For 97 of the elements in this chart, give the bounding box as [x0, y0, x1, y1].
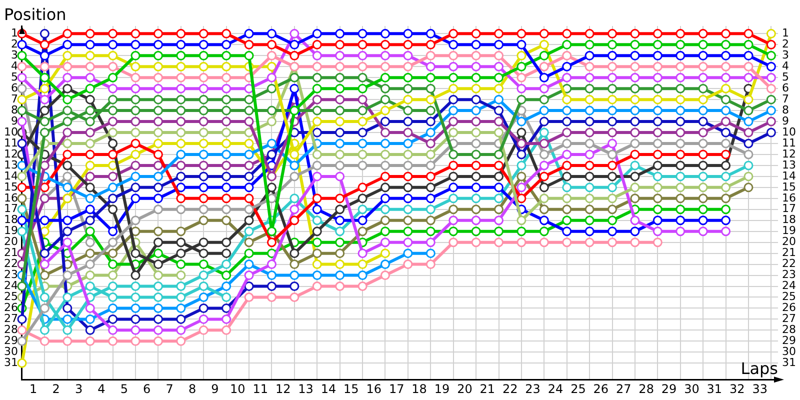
x-tick-label: 3 — [74, 382, 83, 396]
y-tick-label: 11 — [4, 136, 18, 150]
x-tick-label: 16 — [366, 382, 382, 396]
x-tick-label: 32 — [729, 382, 745, 396]
y-tick-label: 1 — [10, 26, 18, 40]
x-tick-label: 13 — [298, 382, 314, 396]
x-tick-label: 1 — [30, 382, 38, 396]
y2-tick-label: 10 — [782, 125, 796, 138]
x-tick-label: 30 — [684, 382, 700, 396]
y-tick-label: 6 — [10, 81, 18, 94]
y-tick-label: 25 — [4, 290, 18, 304]
x-tick-label: 31 — [706, 382, 722, 396]
x-tick-label: 21 — [480, 382, 496, 396]
y-tick-label: 9 — [10, 114, 18, 128]
y2-tick-label: 17 — [782, 202, 796, 216]
y2-tick-label: 20 — [782, 235, 796, 248]
x-tick-label: 24 — [548, 382, 564, 396]
y-tick-label: 20 — [4, 235, 18, 248]
y2-tick-label: 4 — [782, 59, 790, 72]
y-tick-label: 31 — [4, 356, 18, 369]
y-tick-label: 17 — [4, 202, 18, 216]
x-tick-label: 11 — [252, 382, 268, 396]
x-tick-label: 7 — [166, 382, 174, 396]
y-tick-label: 8 — [10, 103, 18, 116]
x-tick-label: 26 — [593, 382, 609, 396]
x-tick-label: 10 — [230, 382, 246, 396]
y-tick-label: 21 — [4, 246, 18, 260]
y-tick-label: 13 — [4, 158, 18, 172]
y2-tick-label: 1 — [782, 26, 790, 40]
y-tick-label: 5 — [10, 70, 18, 84]
y-tick-label: 27 — [4, 312, 18, 326]
y2-tick-label: 26 — [782, 301, 796, 314]
x-tick-label: 28 — [638, 382, 654, 396]
y-tick-label: 28 — [4, 323, 18, 336]
y2-tick-label: 7 — [782, 92, 790, 106]
y2-tick-label: 28 — [782, 323, 796, 336]
x-tick-label: 27 — [616, 382, 632, 396]
y-tick-label: 3 — [10, 48, 18, 62]
x-tick-label: 9 — [211, 382, 219, 396]
y2-tick-label: 12 — [782, 147, 796, 160]
y2-tick-label: 29 — [782, 334, 796, 348]
y-tick-label: 2 — [10, 38, 18, 51]
y2-tick-label: 19 — [782, 224, 796, 238]
y-tick-label: 14 — [4, 169, 18, 182]
y2-tick-label: 8 — [782, 103, 790, 116]
x-tick-label: 17 — [388, 382, 404, 396]
x-tick-label: 6 — [143, 382, 151, 396]
y-tick-label: 12 — [4, 147, 18, 160]
x-tick-label: 2 — [52, 382, 60, 396]
y2-tick-label: 11 — [782, 136, 796, 150]
y-tick-label: 16 — [4, 191, 18, 204]
y-tick-label: 15 — [4, 180, 18, 194]
y2-tick-label: 25 — [782, 290, 796, 304]
x-tick-label: 29 — [661, 382, 677, 396]
x-tick-label: 4 — [98, 382, 106, 396]
x-axis-title: Laps — [740, 358, 778, 378]
x-tick-label: 20 — [457, 382, 472, 396]
y2-tick-label: 6 — [782, 81, 790, 94]
x-tick-label: 12 — [275, 382, 291, 396]
y2-tick-label: 21 — [782, 246, 796, 260]
y2-tick-label: 16 — [782, 191, 796, 204]
x-tick-label: 8 — [188, 382, 196, 396]
y2-tick-label: 27 — [782, 312, 796, 326]
x-tick-label: 18 — [412, 382, 427, 396]
y-tick-label: 30 — [4, 345, 18, 358]
y2-tick-label: 22 — [782, 257, 796, 270]
y2-tick-label: 2 — [782, 38, 790, 51]
y-tick-label: 18 — [4, 213, 18, 226]
y2-tick-label: 31 — [782, 356, 796, 369]
y2-tick-label: 3 — [782, 48, 790, 62]
y-tick-label: 22 — [4, 257, 18, 270]
y2-tick-label: 15 — [782, 180, 796, 194]
x-tick-label: 22 — [502, 382, 518, 396]
x-tick-label: 25 — [570, 382, 586, 396]
y2-tick-label: 5 — [782, 70, 790, 84]
x-tick-label: 19 — [434, 382, 450, 396]
y-axis-title: Position — [4, 5, 66, 24]
y-tick-label: 24 — [4, 279, 18, 292]
y-tick-label: 10 — [4, 125, 18, 138]
y2-tick-label: 14 — [782, 169, 796, 182]
y-tick-label: 26 — [4, 301, 18, 314]
y2-tick-label: 18 — [782, 213, 796, 226]
x-tick-label: 33 — [752, 382, 768, 396]
y-tick-label: 29 — [4, 334, 18, 348]
y-tick-label: 4 — [10, 59, 18, 72]
y-tick-label: 7 — [10, 92, 18, 106]
y2-tick-label: 23 — [782, 268, 796, 282]
x-tick-label: 14 — [320, 382, 336, 396]
y-tick-label: 19 — [4, 224, 18, 238]
y2-tick-label: 13 — [782, 158, 796, 172]
x-tick-label: 23 — [525, 382, 540, 396]
y2-tick-label: 24 — [782, 279, 796, 292]
y2-tick-label: 9 — [782, 114, 790, 128]
x-tick-label: 5 — [120, 382, 128, 396]
x-tick-label: 15 — [344, 382, 359, 396]
y-tick-label: 23 — [4, 268, 18, 282]
y2-tick-label: 30 — [782, 345, 796, 358]
